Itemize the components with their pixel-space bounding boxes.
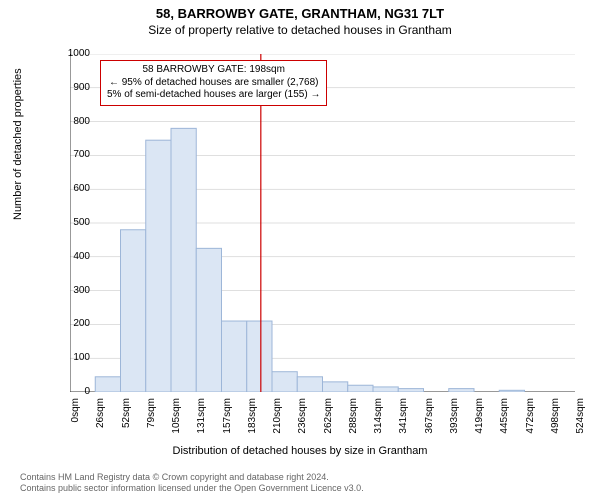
y-tick-label: 300 <box>60 285 90 296</box>
page-subtitle: Size of property relative to detached ho… <box>0 21 600 37</box>
x-tick-label: 498sqm <box>550 398 561 448</box>
footer-line-1: Contains HM Land Registry data © Crown c… <box>20 472 364 483</box>
x-tick-label: 79sqm <box>146 398 157 448</box>
y-tick-label: 100 <box>60 352 90 363</box>
y-tick-label: 0 <box>60 386 90 397</box>
y-tick-label: 200 <box>60 318 90 329</box>
footer-line-2: Contains public sector information licen… <box>20 483 364 494</box>
y-tick-label: 900 <box>60 82 90 93</box>
x-tick-label: 472sqm <box>525 398 536 448</box>
x-tick-label: 367sqm <box>424 398 435 448</box>
annotation-box: 58 BARROWBY GATE: 198sqm ← 95% of detach… <box>100 60 327 106</box>
x-tick-label: 393sqm <box>449 398 460 448</box>
y-tick-label: 800 <box>60 116 90 127</box>
x-tick-label: 236sqm <box>297 398 308 448</box>
annotation-line-3: 5% of semi-detached houses are larger (1… <box>107 89 320 102</box>
x-tick-label: 314sqm <box>373 398 384 448</box>
x-tick-label: 157sqm <box>222 398 233 448</box>
y-axis-label: Number of detached properties <box>12 68 24 220</box>
y-tick-label: 600 <box>60 183 90 194</box>
y-tick-label: 1000 <box>60 48 90 59</box>
annotation-line-1: 58 BARROWBY GATE: 198sqm <box>107 64 320 77</box>
y-tick-label: 400 <box>60 251 90 262</box>
y-tick-label: 700 <box>60 149 90 160</box>
x-tick-label: 341sqm <box>398 398 409 448</box>
y-tick-label: 500 <box>60 217 90 228</box>
x-tick-label: 183sqm <box>247 398 258 448</box>
x-tick-label: 131sqm <box>196 398 207 448</box>
x-tick-label: 288sqm <box>348 398 359 448</box>
x-tick-label: 524sqm <box>575 398 586 448</box>
x-tick-label: 262sqm <box>323 398 334 448</box>
x-tick-label: 52sqm <box>121 398 132 448</box>
x-tick-label: 105sqm <box>171 398 182 448</box>
annotation-line-2: ← 95% of detached houses are smaller (2,… <box>107 77 320 90</box>
x-tick-label: 210sqm <box>272 398 283 448</box>
footer-attribution: Contains HM Land Registry data © Crown c… <box>20 472 364 494</box>
x-tick-label: 445sqm <box>499 398 510 448</box>
page-title-address: 58, BARROWBY GATE, GRANTHAM, NG31 7LT <box>0 0 600 21</box>
histogram-chart: 58 BARROWBY GATE: 198sqm ← 95% of detach… <box>70 54 575 392</box>
x-tick-label: 26sqm <box>95 398 106 448</box>
x-tick-label: 419sqm <box>474 398 485 448</box>
x-tick-label: 0sqm <box>70 398 81 448</box>
